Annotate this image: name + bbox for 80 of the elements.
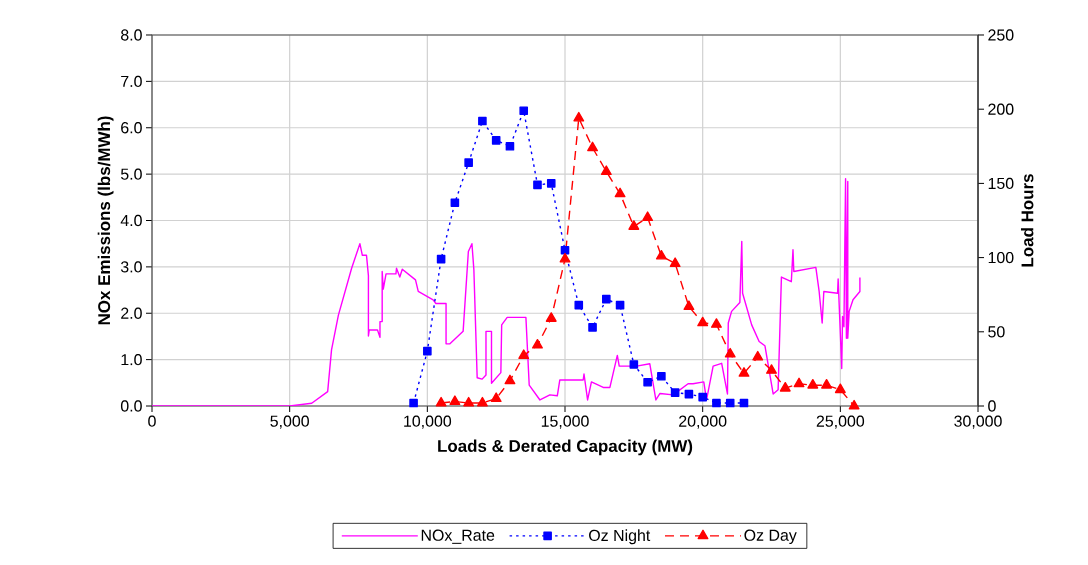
x-tick-label: 5,000: [270, 415, 309, 429]
point: [573, 111, 585, 122]
point: [752, 350, 764, 361]
point: [848, 399, 860, 410]
point: [600, 165, 612, 175]
x-tick-label: 10,000: [404, 415, 452, 429]
point: [779, 381, 791, 392]
y-axis-title: NOx Emissions (lbs/MWh): [97, 116, 114, 325]
y2-axis-title: Load Hours: [1020, 174, 1034, 267]
point: [725, 398, 735, 408]
point: [545, 312, 557, 322]
point: [504, 374, 516, 385]
point: [505, 142, 515, 151]
point: [669, 257, 681, 267]
point: [807, 379, 819, 389]
point: [450, 198, 460, 207]
y-tick-label: 2.0: [121, 307, 142, 319]
point: [532, 338, 543, 349]
y2-tick-label: 50: [988, 326, 1005, 338]
y-tick-label: 8.0: [121, 29, 142, 41]
point: [409, 398, 418, 408]
point: [614, 187, 626, 198]
point: [491, 136, 501, 145]
point: [629, 360, 639, 369]
y2-tick-label: 0: [988, 400, 996, 412]
point: [478, 116, 487, 126]
point: [518, 349, 530, 359]
point: [655, 249, 667, 260]
point: [724, 347, 736, 358]
point: [602, 294, 611, 304]
y-tick-label: 1.0: [121, 353, 142, 366]
x-tick-label: 30,000: [954, 415, 1002, 429]
point: [766, 364, 777, 374]
point: [657, 372, 666, 381]
y-tick-label: 7.0: [121, 75, 142, 88]
point: [464, 158, 473, 167]
point: [490, 392, 502, 403]
y2-tick-label: 100: [988, 251, 1014, 264]
point: [476, 396, 488, 407]
point: [834, 383, 846, 394]
point: [435, 396, 447, 407]
legend-label: NOx_Rate: [421, 529, 495, 544]
y-tick-label: 3.0: [120, 261, 142, 273]
point: [533, 180, 542, 190]
legend-label: Oz Night: [589, 529, 651, 545]
y-tick-label: 6.0: [121, 122, 142, 134]
point: [793, 377, 805, 388]
x-tick-label: 25,000: [816, 415, 865, 429]
legend-label: Oz Day: [744, 529, 797, 544]
y-tick-label: 5.0: [120, 168, 142, 180]
y2-tick-label: 150: [988, 177, 1014, 190]
point: [574, 300, 584, 310]
line-series: [152, 178, 861, 406]
point: [423, 346, 432, 356]
point: [587, 141, 599, 152]
point: [683, 300, 695, 311]
point: [821, 379, 833, 389]
point: [463, 396, 475, 407]
x-tick-label: 0: [148, 415, 156, 427]
y-tick-label: 0.0: [120, 400, 142, 412]
point: [712, 398, 721, 408]
point: [588, 323, 597, 332]
x-tick-label: 15,000: [541, 415, 589, 429]
point: [449, 395, 461, 405]
point: [559, 252, 571, 263]
x-axis-title: Loads & Derated Capacity (MW): [438, 439, 693, 456]
x-tick-label: 20,000: [679, 415, 727, 429]
point: [670, 388, 680, 397]
point: [698, 392, 707, 402]
y-tick-label: 4.0: [120, 214, 142, 227]
point: [519, 106, 529, 115]
y2-tick-label: 250: [988, 29, 1014, 41]
point: [643, 377, 652, 387]
y2-tick-label: 200: [988, 103, 1014, 115]
point: [710, 318, 722, 328]
point: [628, 220, 640, 230]
point: [546, 179, 556, 188]
point: [738, 367, 750, 377]
point: [642, 211, 654, 221]
point: [697, 316, 709, 327]
